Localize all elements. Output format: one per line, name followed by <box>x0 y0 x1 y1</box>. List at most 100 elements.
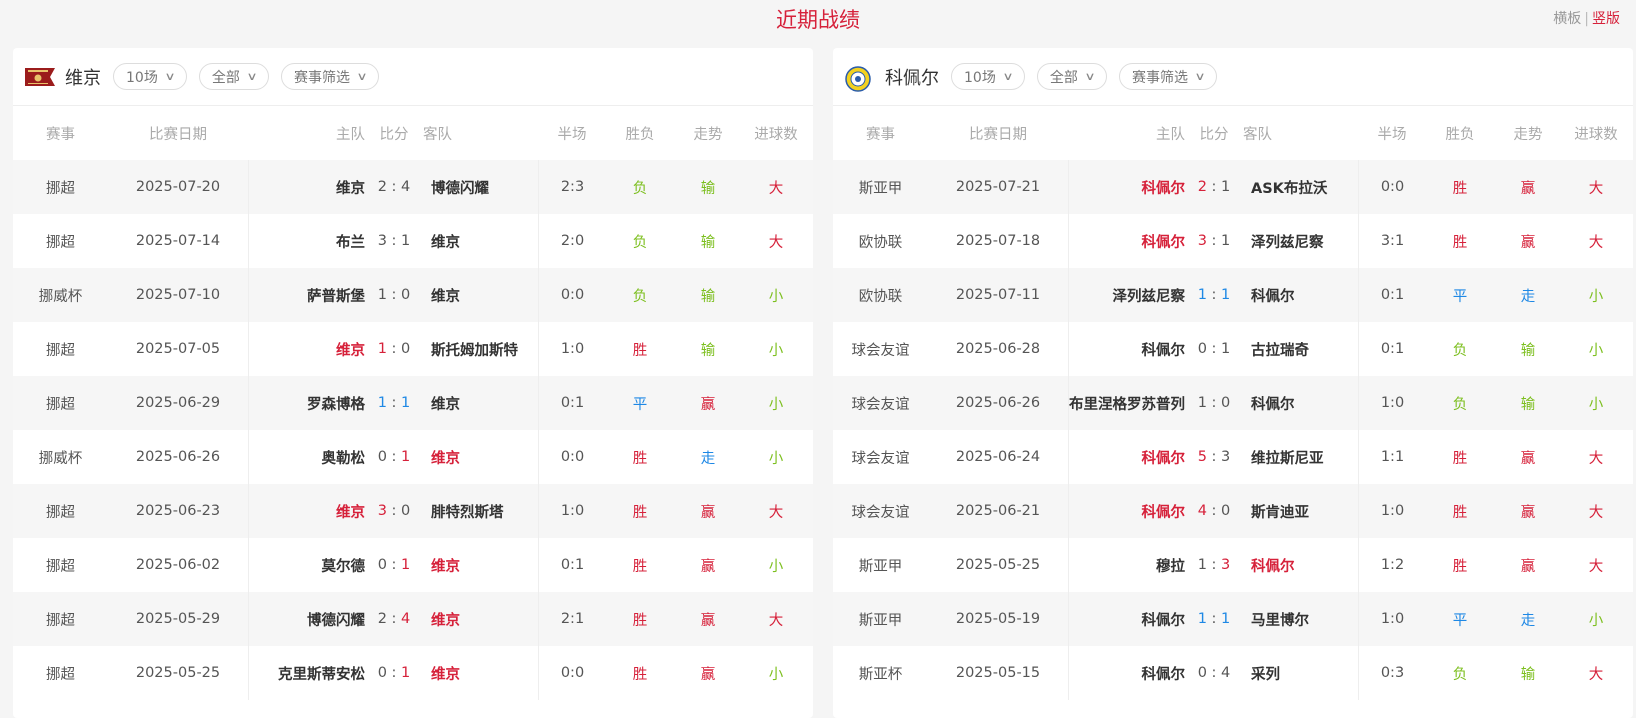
half-time-score: 1:2 <box>1358 538 1426 592</box>
table-row[interactable]: 挪超 2025-06-29 罗森博格 1 : 1 维京 0:1 平赢小 <box>13 376 813 430</box>
table-row[interactable]: 挪超 2025-07-20 维京 2 : 4 博德闪耀 2:3 负输大 <box>13 160 813 214</box>
header-3: 比分 <box>1199 126 1229 143</box>
away-team[interactable]: 科佩尔 <box>1251 396 1295 413</box>
home-team[interactable]: 布兰 <box>248 214 365 268</box>
goals-over-under: 小 <box>768 558 784 575</box>
home-team[interactable]: 萨普斯堡 <box>248 268 365 322</box>
goals-over-under: 大 <box>768 180 784 197</box>
half-time-score: 3:1 <box>1358 214 1426 268</box>
table-row[interactable]: 欧协联 2025-07-11 泽列兹尼察 1 : 1 科佩尔 0:1 平走小 <box>833 268 1633 322</box>
table-row[interactable]: 斯亚甲 2025-07-21 科佩尔 2 : 1 ASK布拉沃 0:0 胜赢大 <box>833 160 1633 214</box>
home-team[interactable]: 维京 <box>248 160 365 214</box>
competition: 球会友谊 <box>851 504 910 521</box>
competition-filter[interactable]: 赛事筛选 ∨ <box>280 63 380 90</box>
table-row[interactable]: 挪超 2025-05-29 博德闪耀 2 : 4 维京 2:1 胜赢大 <box>13 592 813 646</box>
match-date: 2025-06-26 <box>955 395 1041 411</box>
result: 平 <box>632 396 648 413</box>
table-row[interactable]: 欧协联 2025-07-18 科佩尔 3 : 1 泽列兹尼察 3:1 胜赢大 <box>833 214 1633 268</box>
home-team[interactable]: 泽列兹尼察 <box>1068 268 1185 322</box>
home-team[interactable]: 莫尔德 <box>248 538 365 592</box>
home-team[interactable]: 奥勒松 <box>248 430 365 484</box>
away-team[interactable]: 科佩尔 <box>1251 288 1295 305</box>
home-team[interactable]: 科佩尔 <box>1068 214 1185 268</box>
home-team[interactable]: 科佩尔 <box>1068 484 1185 538</box>
table-row[interactable]: 球会友谊 2025-06-21 科佩尔 4 : 0 斯肯迪亚 1:0 胜赢大 <box>833 484 1633 538</box>
chevron-down-icon: ∨ <box>1194 70 1206 83</box>
away-team[interactable]: 泽列兹尼察 <box>1251 234 1324 251</box>
match-date: 2025-06-02 <box>135 557 221 573</box>
half-time-score: 2:3 <box>538 160 606 214</box>
table-row[interactable]: 球会友谊 2025-06-26 布里涅格罗苏普列 1 : 0 科佩尔 1:0 负输小 <box>833 376 1633 430</box>
home-team[interactable]: 布里涅格罗苏普列 <box>1068 376 1185 430</box>
away-team[interactable]: 维京 <box>431 234 460 251</box>
away-team[interactable]: 科佩尔 <box>1251 558 1295 575</box>
table-row[interactable]: 斯亚杯 2025-05-15 科佩尔 0 : 4 采列 0:3 负输大 <box>833 646 1633 700</box>
home-team[interactable]: 克里斯蒂安松 <box>248 646 365 700</box>
away-team[interactable]: 采列 <box>1251 666 1280 683</box>
home-team[interactable]: 穆拉 <box>1068 538 1185 592</box>
handicap-trend: 输 <box>700 288 716 305</box>
table-row[interactable]: 球会友谊 2025-06-24 科佩尔 5 : 3 维拉斯尼亚 1:1 胜赢大 <box>833 430 1633 484</box>
competition-filter[interactable]: 赛事筛选 ∨ <box>1118 63 1218 90</box>
table-row[interactable]: 挪威杯 2025-07-10 萨普斯堡 1 : 0 维京 0:0 负输小 <box>13 268 813 322</box>
vertical-layout-link[interactable]: 竖版 <box>1592 11 1620 27</box>
home-team[interactable]: 科佩尔 <box>1068 160 1185 214</box>
away-team[interactable]: 博德闪耀 <box>431 180 489 197</box>
header-5: 半场 <box>1377 126 1407 143</box>
away-team[interactable]: 维拉斯尼亚 <box>1251 450 1324 467</box>
table-row[interactable]: 挪威杯 2025-06-26 奥勒松 0 : 1 维京 0:0 胜走小 <box>13 430 813 484</box>
away-score: 0 <box>1221 503 1231 519</box>
away-team[interactable]: 古拉瑞奇 <box>1251 342 1309 359</box>
away-team[interactable]: 马里博尔 <box>1251 612 1309 629</box>
away-score: 1 <box>1221 233 1231 249</box>
score: 2 : 1 <box>1185 179 1243 195</box>
table-row[interactable]: 斯亚甲 2025-05-19 科佩尔 1 : 1 马里博尔 1:0 平走小 <box>833 592 1633 646</box>
away-team[interactable]: ASK布拉沃 <box>1251 180 1328 197</box>
table-row[interactable]: 挪超 2025-07-05 维京 1 : 0 斯托姆加斯特 1:0 胜输小 <box>13 322 813 376</box>
table-row[interactable]: 挪超 2025-06-02 莫尔德 0 : 1 维京 0:1 胜赢小 <box>13 538 813 592</box>
competition: 挪超 <box>46 396 75 413</box>
table-row[interactable]: 挪超 2025-05-25 克里斯蒂安松 0 : 1 维京 0:0 胜赢小 <box>13 646 813 700</box>
home-team[interactable]: 科佩尔 <box>1068 646 1185 700</box>
half-time-score: 0:1 <box>1358 268 1426 322</box>
away-team[interactable]: 维京 <box>431 288 460 305</box>
filter-label: 全部 <box>1049 69 1078 86</box>
home-team[interactable]: 博德闪耀 <box>248 592 365 646</box>
result: 胜 <box>1452 234 1468 251</box>
away-score: 1 <box>1221 611 1231 627</box>
away-team[interactable]: 斯托姆加斯特 <box>431 342 518 359</box>
away-team[interactable]: 维京 <box>431 396 460 413</box>
handicap-trend: 赢 <box>1520 450 1536 467</box>
home-team[interactable]: 维京 <box>248 484 365 538</box>
table-row[interactable]: 挪超 2025-07-14 布兰 3 : 1 维京 2:0 负输大 <box>13 214 813 268</box>
score: 4 : 0 <box>1185 503 1243 519</box>
home-team[interactable]: 科佩尔 <box>1068 592 1185 646</box>
away-team[interactable]: 维京 <box>431 612 460 629</box>
home-team[interactable]: 科佩尔 <box>1068 430 1185 484</box>
table-row[interactable]: 挪超 2025-06-23 维京 3 : 0 腓特烈斯塔 1:0 胜赢大 <box>13 484 813 538</box>
home-team[interactable]: 罗森博格 <box>248 376 365 430</box>
header-0: 赛事 <box>866 126 895 143</box>
table-row[interactable]: 球会友谊 2025-06-28 科佩尔 0 : 1 古拉瑞奇 0:1 负输小 <box>833 322 1633 376</box>
score: 1 : 0 <box>1185 395 1243 411</box>
home-score: 1 <box>377 395 387 411</box>
away-team[interactable]: 斯肯迪亚 <box>1251 504 1309 521</box>
score-separator: : <box>386 287 402 303</box>
match-count-filter[interactable]: 10场 ∨ <box>113 63 187 90</box>
table-row[interactable]: 斯亚甲 2025-05-25 穆拉 1 : 3 科佩尔 1:2 胜赢大 <box>833 538 1633 592</box>
scope-filter[interactable]: 全部 ∨ <box>198 63 269 90</box>
score: 3 : 1 <box>365 233 423 249</box>
goals-over-under: 大 <box>1588 504 1604 521</box>
away-team[interactable]: 维京 <box>431 450 460 467</box>
competition: 欧协联 <box>858 234 903 251</box>
match-date: 2025-07-05 <box>135 341 221 357</box>
match-count-filter[interactable]: 10场 ∨ <box>951 63 1025 90</box>
home-score: 3 <box>377 503 387 519</box>
horizontal-layout-link[interactable]: 横板 <box>1553 11 1582 27</box>
away-team[interactable]: 维京 <box>431 666 460 683</box>
away-team[interactable]: 维京 <box>431 558 460 575</box>
away-team[interactable]: 腓特烈斯塔 <box>431 504 504 521</box>
home-team[interactable]: 维京 <box>248 322 365 376</box>
scope-filter[interactable]: 全部 ∨ <box>1036 63 1107 90</box>
home-team[interactable]: 科佩尔 <box>1068 322 1185 376</box>
